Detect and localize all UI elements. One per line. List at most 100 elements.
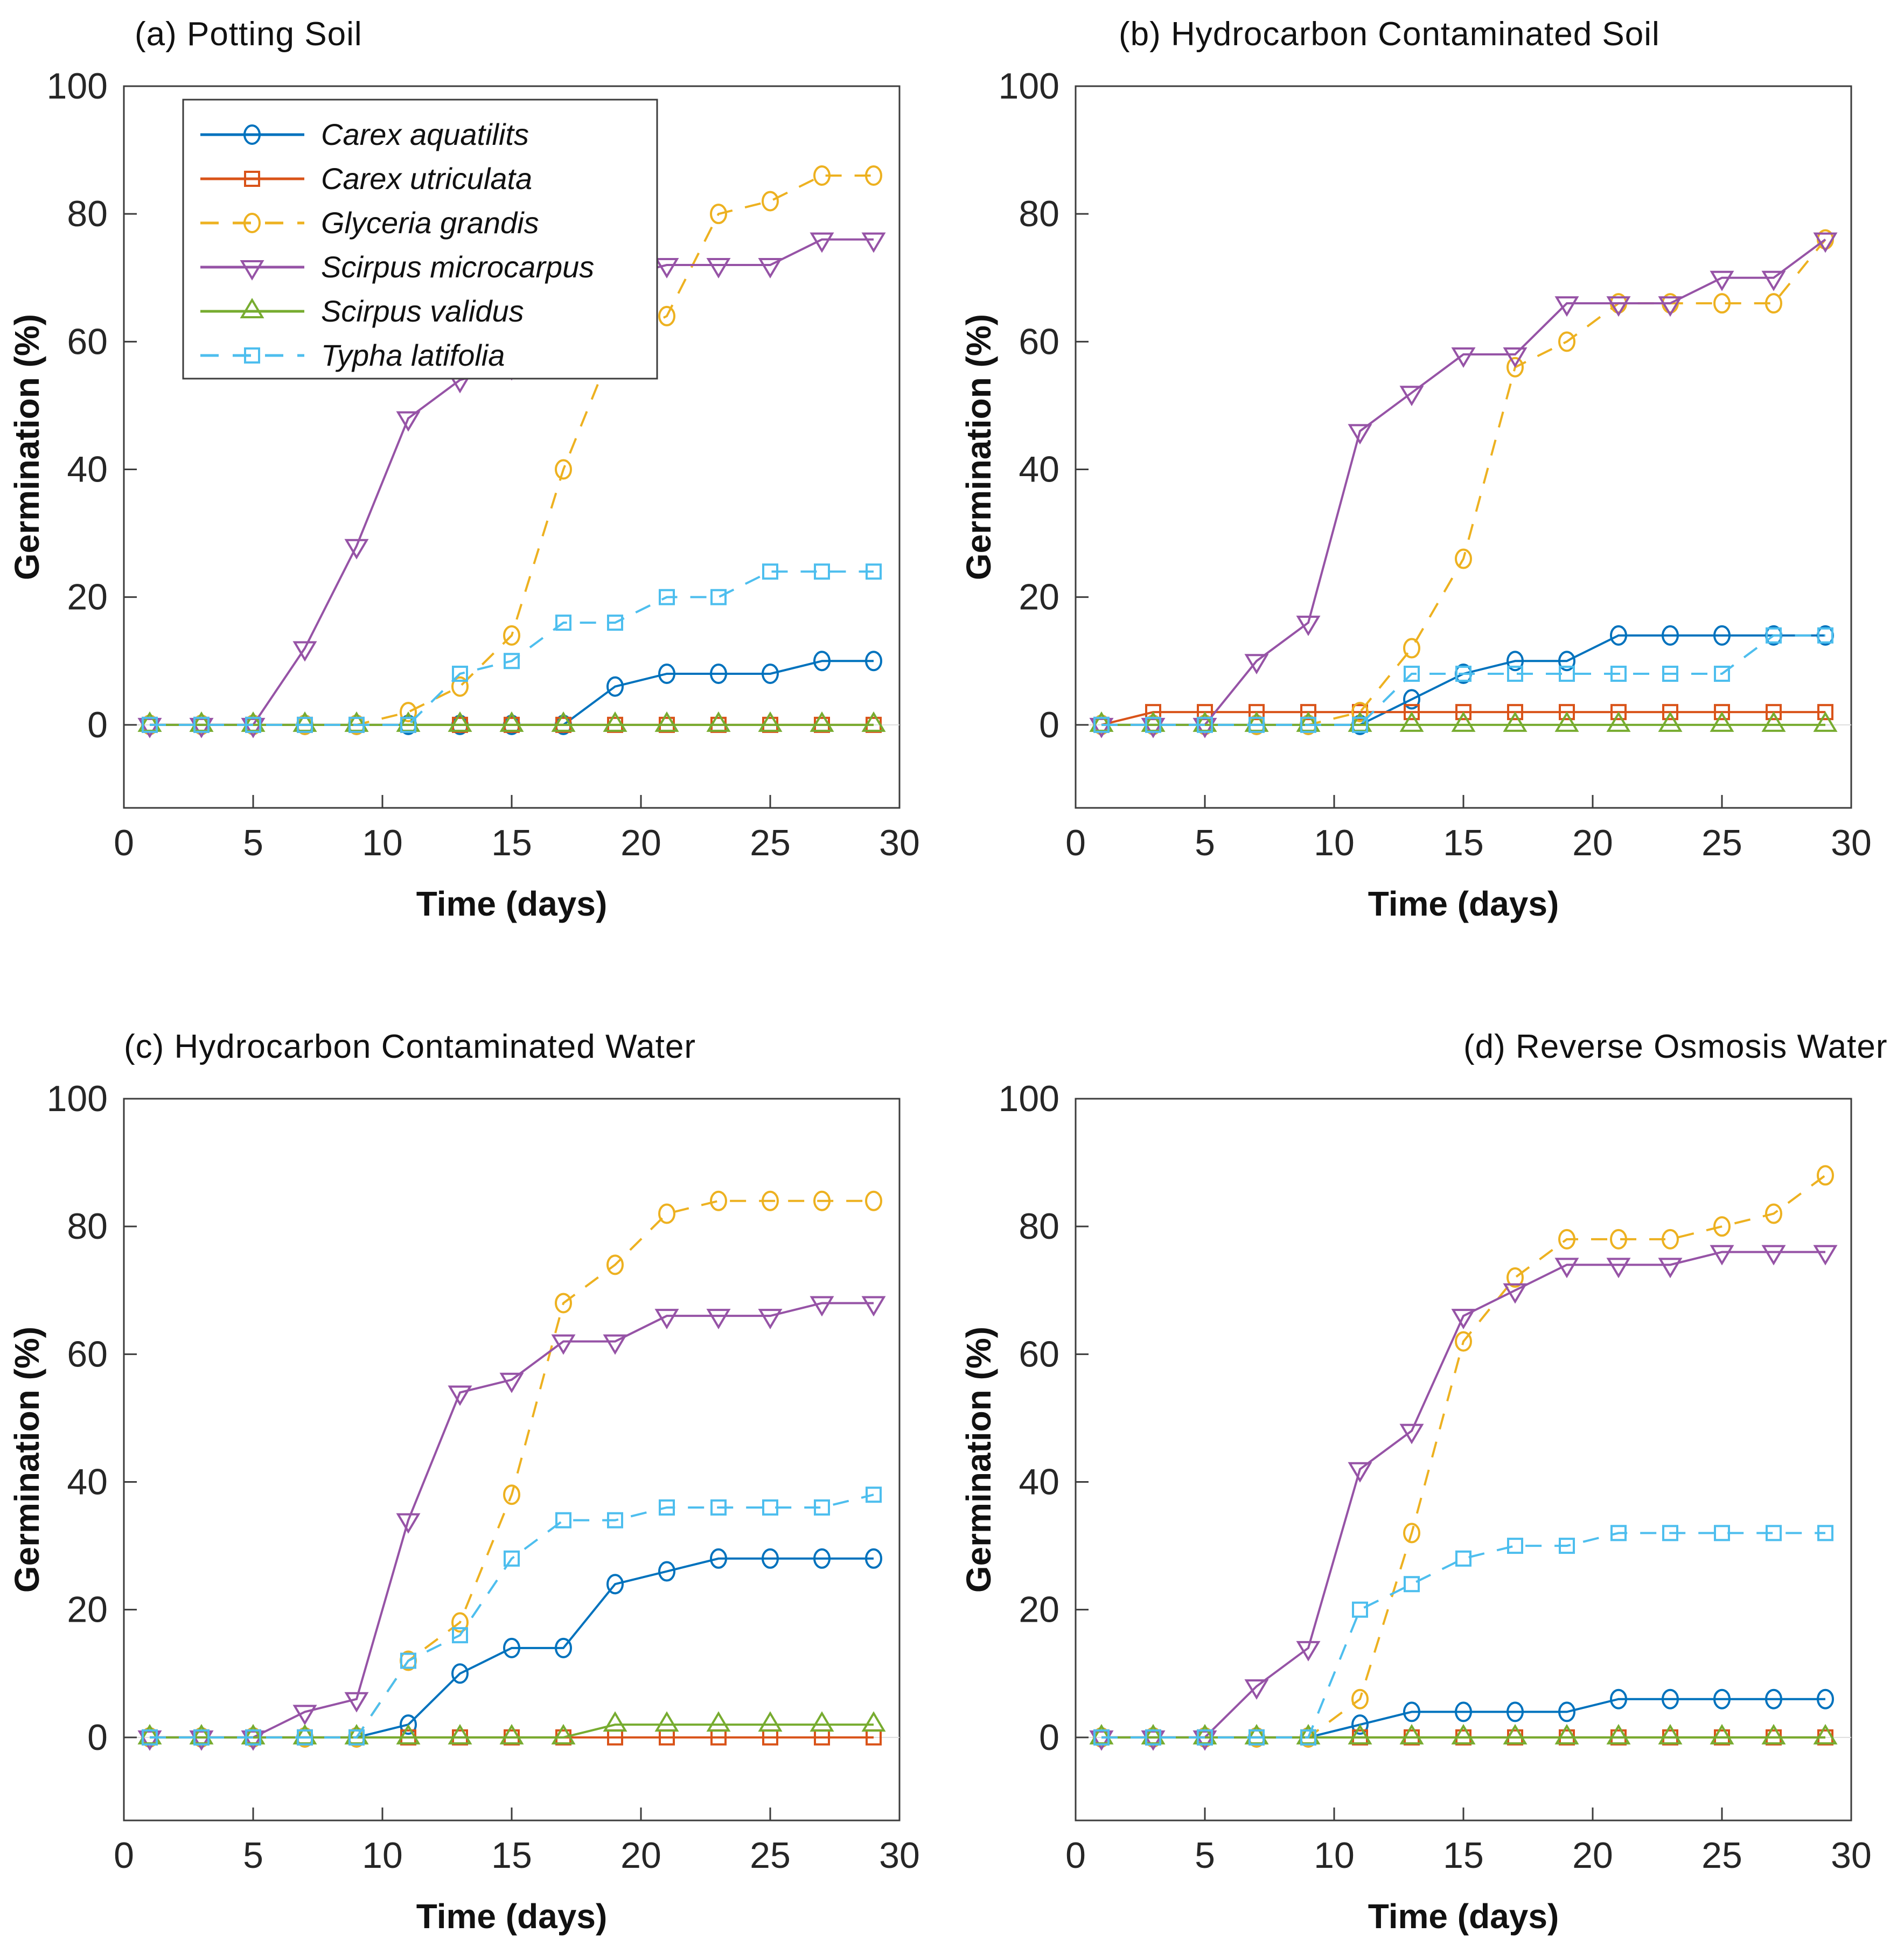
legend-box xyxy=(182,99,658,380)
legend-label: Carex utriculata xyxy=(321,162,532,196)
legend-item-glyceria-grandis: Glyceria grandis xyxy=(200,206,539,240)
triangle-up-marker-icon xyxy=(1554,1723,1579,1744)
series-glyceria-grandis xyxy=(1093,229,1834,735)
square-marker-icon xyxy=(866,1487,882,1503)
triangle-up-marker-icon xyxy=(1658,711,1683,732)
legend-label: Scirpus microcarpus xyxy=(321,250,594,284)
square-marker-icon xyxy=(1249,716,1265,733)
circle-marker-icon xyxy=(606,676,624,697)
series-carex-aquatilits xyxy=(141,1548,882,1748)
x-axis: 0 5 10 15 20 25 30 xyxy=(114,795,920,863)
x-tick-label: 0 xyxy=(1065,822,1086,863)
plot-box xyxy=(123,1098,901,1822)
y-axis-label: Germination (%) xyxy=(959,314,998,580)
legend-label: Typha latifolia xyxy=(321,338,505,372)
square-marker-icon xyxy=(1249,1729,1265,1746)
circle-marker-icon xyxy=(865,651,882,672)
triangle-up-marker-icon xyxy=(1813,1723,1838,1744)
circle-marker-icon xyxy=(555,459,572,480)
legend-label: Scirpus validus xyxy=(321,294,524,328)
circle-marker-icon xyxy=(1558,651,1575,672)
square-marker-icon xyxy=(1352,1601,1368,1618)
series-line xyxy=(1101,1532,1825,1739)
circle-marker-icon xyxy=(503,1637,520,1658)
legend-item-carex-utriculata: Carex utriculata xyxy=(200,162,532,196)
circle-marker-icon xyxy=(1713,625,1731,646)
circle-marker-icon xyxy=(243,124,261,145)
square-marker-icon xyxy=(555,615,571,631)
x-axis-label: Time (days) xyxy=(1368,884,1559,923)
panel-a-title: (a) Potting Soil xyxy=(135,16,362,53)
square-marker-icon xyxy=(1300,716,1316,733)
triangle-up-marker-icon xyxy=(654,711,679,732)
triangle-down-marker-icon xyxy=(1658,296,1683,317)
series-glyceria-grandis xyxy=(141,1190,882,1748)
square-marker-icon xyxy=(297,716,313,733)
series-line xyxy=(1101,239,1826,726)
triangle-up-marker-icon xyxy=(551,1723,576,1744)
square-marker-icon xyxy=(659,1499,675,1516)
y-tick-label: 80 xyxy=(1019,1206,1059,1247)
triangle-up-marker-icon xyxy=(1658,1723,1683,1744)
circle-marker-icon xyxy=(762,1548,779,1569)
series-scirpus-microcarpus xyxy=(1089,1245,1838,1751)
circle-marker-icon xyxy=(865,1548,882,1569)
y-tick-label: 80 xyxy=(1019,193,1059,234)
triangle-down-marker-icon xyxy=(1813,1245,1838,1266)
triangle-down-marker-icon xyxy=(758,1309,783,1330)
panel-b: (b) Hydrocarbon Contaminated Soil 0 20 40 6… xyxy=(952,0,1904,932)
triangle-down-marker-icon xyxy=(1710,270,1734,291)
square-marker-icon xyxy=(245,1729,261,1746)
legend-item-scirpus-microcarpus: Scirpus microcarpus xyxy=(200,250,594,284)
panel-b-plot: 0 20 40 60 80 100 0 5 10 15 20 25 30 Time (days) Germi… xyxy=(959,66,1872,923)
square-marker-icon xyxy=(1714,665,1730,682)
x-tick-label: 20 xyxy=(1572,822,1613,863)
square-marker-icon xyxy=(1662,1525,1678,1541)
square-marker-icon xyxy=(1766,1525,1782,1541)
triangle-down-marker-icon xyxy=(654,1309,679,1330)
square-marker-icon xyxy=(193,1729,210,1746)
y-tick-label: 100 xyxy=(999,1078,1059,1119)
y-tick-label: 100 xyxy=(999,66,1059,107)
triangle-down-marker-icon xyxy=(241,1730,266,1751)
triangle-up-marker-icon xyxy=(706,711,731,732)
legend-label: Carex aquatilits xyxy=(321,117,529,151)
y-tick-label: 0 xyxy=(87,1717,108,1758)
triangle-down-marker-icon xyxy=(1348,1462,1372,1483)
y-tick-label: 20 xyxy=(67,577,108,618)
square-marker-icon xyxy=(400,716,416,733)
y-tick-label: 60 xyxy=(1019,321,1059,362)
circle-marker-icon xyxy=(606,1254,624,1275)
square-marker-icon xyxy=(1766,627,1782,644)
square-marker-icon xyxy=(762,563,778,580)
x-tick-label: 10 xyxy=(1314,822,1355,863)
triangle-down-marker-icon xyxy=(1606,296,1631,317)
circle-marker-icon xyxy=(1662,1229,1679,1250)
panel-d: (d) Reverse Osmosis Water 0 20 40 60 80 100 0 5… xyxy=(952,1013,1904,1944)
y-tick-label: 80 xyxy=(67,193,108,234)
circle-marker-icon xyxy=(1713,293,1731,314)
triangle-down-marker-icon xyxy=(189,1730,214,1751)
x-tick-label: 10 xyxy=(1314,1835,1355,1876)
series-typha-latifolia xyxy=(1093,627,1833,733)
x-axis: 0 5 10 15 20 25 30 xyxy=(1065,795,1872,863)
x-tick-label: 30 xyxy=(879,1835,920,1876)
circle-marker-icon xyxy=(762,663,779,684)
panel-c: (c) Hydrocarbon Contaminated Water 0 20 40… xyxy=(0,1013,952,1944)
triangle-up-marker-icon xyxy=(448,711,472,732)
x-tick-label: 25 xyxy=(1701,822,1742,863)
circle-marker-icon xyxy=(1403,1701,1420,1722)
panel-d-chart: 0 20 40 60 80 100 0 5 10 15 20 25 30 Time (days) Germi… xyxy=(952,1072,1903,1944)
square-marker-icon xyxy=(1249,704,1265,721)
circle-marker-icon xyxy=(606,1574,624,1595)
triangle-down-marker-icon xyxy=(448,1385,472,1406)
triangle-up-marker-icon xyxy=(758,1711,783,1732)
square-marker-icon xyxy=(1197,1729,1213,1746)
series-scirpus-validus xyxy=(137,1711,886,1744)
circle-marker-icon xyxy=(1455,1701,1472,1722)
square-marker-icon xyxy=(1404,704,1420,721)
square-marker-icon xyxy=(193,716,210,733)
triangle-up-marker-icon xyxy=(810,711,834,732)
triangle-down-marker-icon xyxy=(551,1334,576,1355)
circle-marker-icon xyxy=(1403,638,1420,659)
